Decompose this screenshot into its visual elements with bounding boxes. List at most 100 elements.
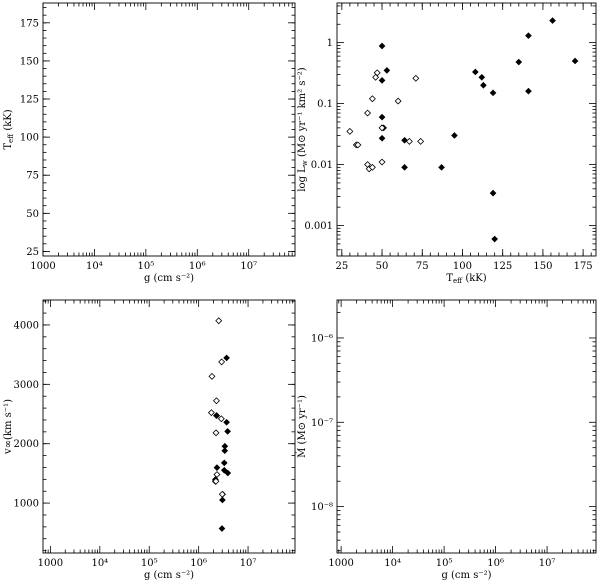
y-axis-label: Teff (kK) — [3, 109, 15, 149]
x-tick-label: 25 — [335, 261, 348, 272]
panel-1-series-0-point-11 — [478, 73, 486, 81]
x-tick-label: 125 — [493, 261, 512, 272]
panel-1-series-0-point-19 — [549, 17, 556, 24]
x-tick-label: 1000 — [328, 558, 353, 569]
panel-3-series-0-point-7 — [220, 466, 228, 474]
panel-1-series-0-point-1 — [378, 77, 386, 84]
panel-1-series-0-point-4 — [378, 134, 386, 142]
y-axis-label: log Lw (M⊙ yr⁻¹ km² s⁻²) — [297, 67, 309, 191]
panel-1-series-0-point-14 — [489, 189, 497, 197]
panel-1-series-0-point-17 — [525, 32, 532, 40]
y-tick-label: 25 — [26, 247, 39, 258]
panel-1-series-1-point-9 — [372, 73, 380, 81]
x-tick-label: 10⁷ — [240, 558, 257, 569]
panel-3-series-0-point-9 — [221, 447, 229, 455]
panel-3-series-0-point-13 — [224, 428, 231, 435]
panel-1-series-0-point-2 — [383, 67, 391, 74]
x-tick-label: 175 — [574, 261, 593, 272]
plot-frame — [336, 299, 597, 554]
panel-mdot-vs-g: 1000 10⁴ 10⁵ 10⁶ 10⁷ 10⁻⁸ 10⁻⁷ 10⁻⁶ g (cm s⁻²) Ṁ … — [207, 299, 597, 581]
panel-1-series-1-point-7 — [368, 95, 376, 103]
panel-3-series-1-point-7 — [215, 317, 223, 325]
panel-3-series-0-point-4 — [218, 525, 226, 532]
x-tick-label: 75 — [416, 261, 429, 272]
panel-1-series-0-point-12 — [480, 81, 487, 89]
x-tick-label: 1000 — [30, 261, 55, 272]
y-tick-label: 175 — [20, 18, 39, 29]
x-tick-label: 10⁵ — [141, 558, 158, 569]
panel-3-series-1-point-10 — [218, 490, 226, 498]
plot-frame — [336, 2, 597, 257]
x-tick-label: 10⁴ — [86, 261, 103, 272]
panel-3-series-0-point-3 — [213, 464, 221, 471]
x-tick-label: 1000 — [38, 558, 63, 569]
y-tick-label: 50 — [26, 209, 39, 220]
x-tick-label: 10⁴ — [384, 558, 401, 569]
y-axis-label: v∞(km s⁻¹) — [3, 399, 14, 455]
panel-1-series-0-point-10 — [472, 68, 479, 76]
y-tick-label: 0.1 — [317, 99, 333, 110]
y-tick-label: 10⁻⁷ — [311, 418, 333, 429]
panel-1-series-0-point-20 — [571, 57, 579, 65]
plot-frame — [42, 299, 296, 554]
panel-log-lw-vs-teff: 25 50 75 100 125 150 175 0.001 0.01 0.1 1 Teff (kK)… — [297, 2, 597, 285]
panel-1-series-0-point-7 — [401, 164, 408, 171]
plot-frame — [42, 2, 296, 257]
panel-3-series-0-point-12 — [223, 418, 230, 426]
y-axis-label: Ṁ (M⊙ yr⁻¹) — [296, 395, 308, 458]
x-tick-label: 10⁷ — [539, 558, 556, 569]
panel-3-series-1-point-3 — [212, 477, 220, 485]
x-axis-label: g (cm s⁻²) — [144, 570, 194, 581]
panel-1-series-0-point-13 — [489, 89, 497, 97]
y-tick-label: 3000 — [14, 380, 39, 391]
y-tick-label: 2000 — [14, 439, 39, 450]
x-tick-label: 50 — [376, 261, 389, 272]
panel-vinf-vs-g: 1000 10⁴ 10⁵ 10⁶ 10⁷ 1000 2000 3000 4000 g (cm s⁻… — [3, 299, 296, 581]
x-axis-label: g (cm s⁻²) — [144, 273, 194, 284]
y-tick-label: 10⁻⁸ — [311, 502, 333, 513]
y-tick-label: 0.01 — [311, 160, 333, 171]
panel-1-series-1-point-11 — [378, 158, 386, 166]
x-tick-label: 150 — [533, 261, 552, 272]
y-tick-label: 125 — [20, 95, 39, 106]
panel-3-series-0-point-14 — [224, 469, 232, 477]
x-tick-label: 100 — [453, 261, 472, 272]
x-axis-label: g (cm s⁻²) — [441, 570, 491, 581]
y-tick-label: 10⁻⁶ — [311, 333, 333, 344]
panel-3-series-0-point-8 — [220, 459, 228, 467]
panel-1-series-1-point-2 — [354, 141, 362, 149]
panel-1-series-1-point-12 — [394, 97, 402, 105]
panel-1-series-1-point-10 — [378, 124, 386, 132]
panel-teff-vs-g: 1000 10⁴ 10⁵ 10⁶ 10⁷ 25 50 75 100 125 150 175 g (cm … — [3, 2, 296, 284]
panel-1-series-1-point-0 — [346, 127, 354, 135]
y-tick-label: 4000 — [14, 320, 39, 331]
y-tick-label: 100 — [20, 133, 39, 144]
panel-3-series-1-point-8 — [217, 415, 225, 423]
x-axis-label: Teff (kK) — [446, 273, 486, 285]
y-tick-label: 1 — [327, 38, 333, 49]
panel-1-series-0-point-0 — [378, 42, 386, 50]
panel-1-series-1-point-5 — [368, 163, 376, 171]
panel-1-series-0-point-3 — [378, 113, 386, 121]
panel-3-series-1-point-9 — [218, 358, 226, 366]
panel-1-series-0-point-16 — [515, 58, 523, 66]
panel-3-series-0-point-5 — [219, 496, 226, 504]
panel-1-series-0-point-6 — [401, 136, 408, 144]
panel-1-series-1-point-14 — [417, 137, 425, 145]
x-tick-label: 10⁵ — [436, 558, 453, 569]
x-tick-label: 10⁷ — [240, 261, 257, 272]
y-tick-label: 75 — [26, 171, 39, 182]
y-tick-label: 1000 — [14, 499, 39, 510]
panel-3-series-1-point-1 — [208, 372, 216, 380]
panel-3-series-1-point-5 — [213, 397, 220, 405]
panel-3-series-0-point-2 — [213, 412, 221, 419]
x-tick-label: 10⁶ — [190, 558, 207, 569]
y-tick-label: 0.001 — [304, 221, 333, 232]
panel-3-series-0-point-10 — [221, 442, 229, 450]
y-tick-label: 150 — [20, 56, 39, 67]
x-tick-label: 10⁵ — [137, 261, 154, 272]
panel-3-series-0-point-11 — [223, 354, 230, 362]
panel-3-series-1-point-4 — [212, 429, 220, 437]
panel-3-series-1-point-0 — [207, 409, 215, 417]
panel-1-series-0-point-15 — [491, 235, 498, 243]
